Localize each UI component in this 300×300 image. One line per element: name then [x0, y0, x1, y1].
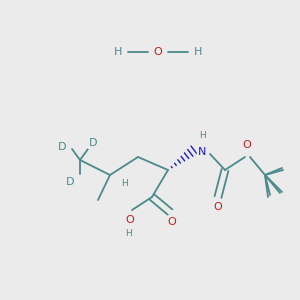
Text: H: H: [199, 131, 206, 140]
Text: O: O: [126, 215, 134, 225]
Text: H: H: [114, 47, 122, 57]
Text: O: O: [214, 202, 222, 212]
Text: O: O: [154, 47, 162, 57]
Text: O: O: [168, 217, 176, 227]
Text: H: H: [124, 230, 131, 238]
Text: D: D: [66, 177, 74, 187]
Text: H: H: [122, 178, 128, 188]
Text: N: N: [198, 147, 206, 157]
Text: H: H: [194, 47, 202, 57]
Text: D: D: [89, 138, 97, 148]
Text: D: D: [58, 142, 66, 152]
Text: O: O: [243, 140, 251, 150]
